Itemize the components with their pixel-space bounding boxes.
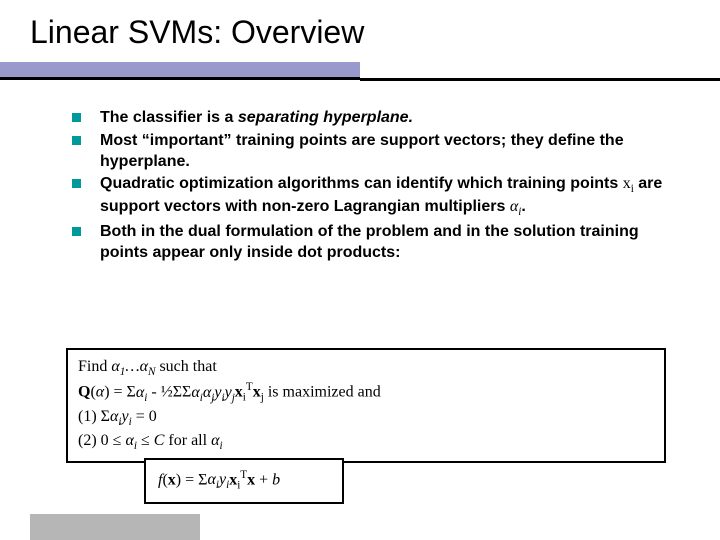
box-line: Find α1…αN such that bbox=[78, 356, 654, 380]
bullet-text: Quadratic optimization algorithms can id… bbox=[100, 175, 662, 215]
title-bar bbox=[0, 62, 360, 80]
bullet-item: The classifier is a separating hyperplan… bbox=[72, 108, 690, 129]
box-line: Q(α) = Σαi - ½ΣΣαiαjyiyjxiTxj is maximiz… bbox=[78, 380, 654, 406]
box-line: (2) 0 ≤ αi ≤ C for all αi bbox=[78, 430, 654, 454]
bullet-list: The classifier is a separating hyperplan… bbox=[72, 108, 690, 263]
slide-title: Linear SVMs: Overview bbox=[0, 0, 720, 51]
title-bar-line bbox=[360, 78, 720, 81]
bullet-item: Both in the dual formulation of the prob… bbox=[72, 222, 690, 264]
footer-bar bbox=[30, 514, 200, 540]
function-box: f(x) = ΣαiyixiTx + b bbox=[144, 458, 344, 504]
bullet-item: Quadratic optimization algorithms can id… bbox=[72, 174, 690, 220]
bullet-text: The classifier is a separating hyperplan… bbox=[100, 109, 413, 126]
bullet-text: Most “important” training points are sup… bbox=[100, 132, 624, 170]
optimization-box: Find α1…αN such that Q(α) = Σαi - ½ΣΣαiα… bbox=[66, 348, 666, 463]
box-line: (1) Σαiyi = 0 bbox=[78, 406, 654, 430]
bullet-item: Most “important” training points are sup… bbox=[72, 131, 690, 173]
content-area: The classifier is a separating hyperplan… bbox=[72, 108, 690, 265]
bullet-text: Both in the dual formulation of the prob… bbox=[100, 223, 639, 261]
box-line: f(x) = ΣαiyixiTx + b bbox=[158, 468, 330, 494]
